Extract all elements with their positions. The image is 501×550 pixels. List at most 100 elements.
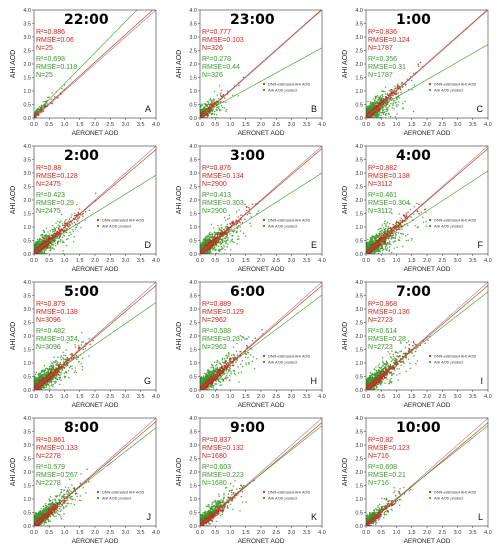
product-point [396, 246, 398, 249]
product-point [220, 243, 222, 245]
dnn-point [58, 232, 60, 234]
product-point [56, 243, 59, 245]
dnn-point [214, 236, 216, 239]
product-point [44, 101, 46, 103]
y-tick-label: 0.0 [23, 252, 31, 258]
product-n-value: 1787 [377, 72, 393, 79]
product-point [210, 223, 213, 226]
product-n: N=2475 [36, 208, 61, 215]
dnn-point [413, 72, 415, 75]
product-point [68, 225, 70, 228]
product-point [402, 102, 404, 105]
product-r2: R²=0.413 [202, 192, 231, 199]
product-point [210, 99, 212, 101]
product-point [366, 108, 368, 111]
product-point [217, 224, 219, 227]
dnn-point [225, 227, 228, 229]
product-point [76, 224, 79, 226]
product-point [382, 112, 385, 114]
dnn-point [247, 207, 250, 209]
product-point [225, 108, 228, 111]
product-point [34, 241, 37, 244]
product-point [225, 242, 227, 245]
dnn-point [215, 243, 217, 245]
dnn-point [417, 65, 420, 67]
product-point [420, 211, 423, 214]
product-point [390, 244, 392, 246]
product-point [384, 220, 386, 222]
dnn-point [374, 110, 376, 112]
product-point [218, 227, 220, 229]
product-point [237, 235, 239, 238]
dnn-point [207, 242, 210, 244]
product-point [231, 230, 234, 233]
dnn-point [213, 243, 215, 246]
product-point [381, 232, 383, 235]
time-label: 3:00 [230, 148, 265, 164]
product-point [206, 251, 208, 254]
product-n-value: 2900 [211, 208, 227, 215]
x-tick-label: 4.0 [318, 258, 326, 264]
dnn-point [242, 76, 245, 79]
product-point [210, 100, 213, 102]
dnn-point [42, 247, 44, 249]
dnn-point [226, 226, 229, 228]
product-point [242, 232, 245, 234]
dnn-fit-line [200, 148, 322, 254]
dnn-point [74, 214, 77, 217]
dnn-point [395, 92, 397, 95]
product-point [421, 216, 424, 218]
product-point [59, 240, 61, 243]
product-point [385, 110, 387, 113]
product-point [200, 110, 202, 113]
product-point [43, 236, 45, 238]
product-point [377, 228, 379, 231]
y-tick-label: 3.0 [189, 171, 197, 177]
product-point [51, 244, 53, 246]
product-point [381, 111, 383, 114]
dnn-point [77, 217, 79, 219]
product-point [395, 101, 397, 104]
product-r2-label: R²= [36, 56, 47, 63]
x-axis-label: AERONET AOD [404, 130, 451, 137]
dnn-point [82, 212, 85, 215]
product-point [47, 96, 49, 99]
dnn-point [237, 216, 239, 218]
product-point [51, 224, 54, 227]
product-point [52, 247, 54, 250]
product-point [411, 88, 413, 91]
x-tick-label: 4.0 [152, 122, 160, 128]
dnn-point [374, 111, 376, 113]
scatter-plot: 0.0 0.5 1.0 1.5 2.0 2.5 3.0 3.5 4.00.00.51.01.52… [176, 144, 326, 273]
product-point [223, 228, 225, 231]
product-point [397, 101, 400, 103]
dnn-point [207, 244, 209, 246]
product-point [402, 108, 405, 110]
product-point [214, 110, 216, 113]
product-point [217, 249, 220, 251]
product-point [53, 248, 56, 250]
product-point [229, 240, 232, 243]
product-point [45, 234, 47, 236]
dnn-point [54, 235, 57, 237]
product-point [379, 95, 382, 98]
product-point [205, 238, 207, 241]
dnn-point [50, 234, 53, 236]
y-tick-label: 0.5 [23, 239, 31, 245]
dnn-fit-line [34, 10, 154, 118]
product-point [206, 100, 208, 103]
product-point [213, 113, 216, 116]
dnn-point [223, 97, 226, 99]
product-point [220, 101, 222, 104]
product-point [377, 99, 379, 101]
dnn-point [404, 83, 407, 86]
product-point [47, 231, 49, 233]
product-r2-value: 0.413 [213, 192, 231, 199]
product-point [218, 108, 221, 111]
time-label: 23:00 [230, 12, 275, 28]
product-point [216, 94, 219, 96]
legend-dnn-label: DNN-estimated AHI AOD [434, 82, 476, 86]
product-point [203, 103, 206, 105]
product-point [38, 239, 40, 242]
product-point [35, 245, 38, 247]
